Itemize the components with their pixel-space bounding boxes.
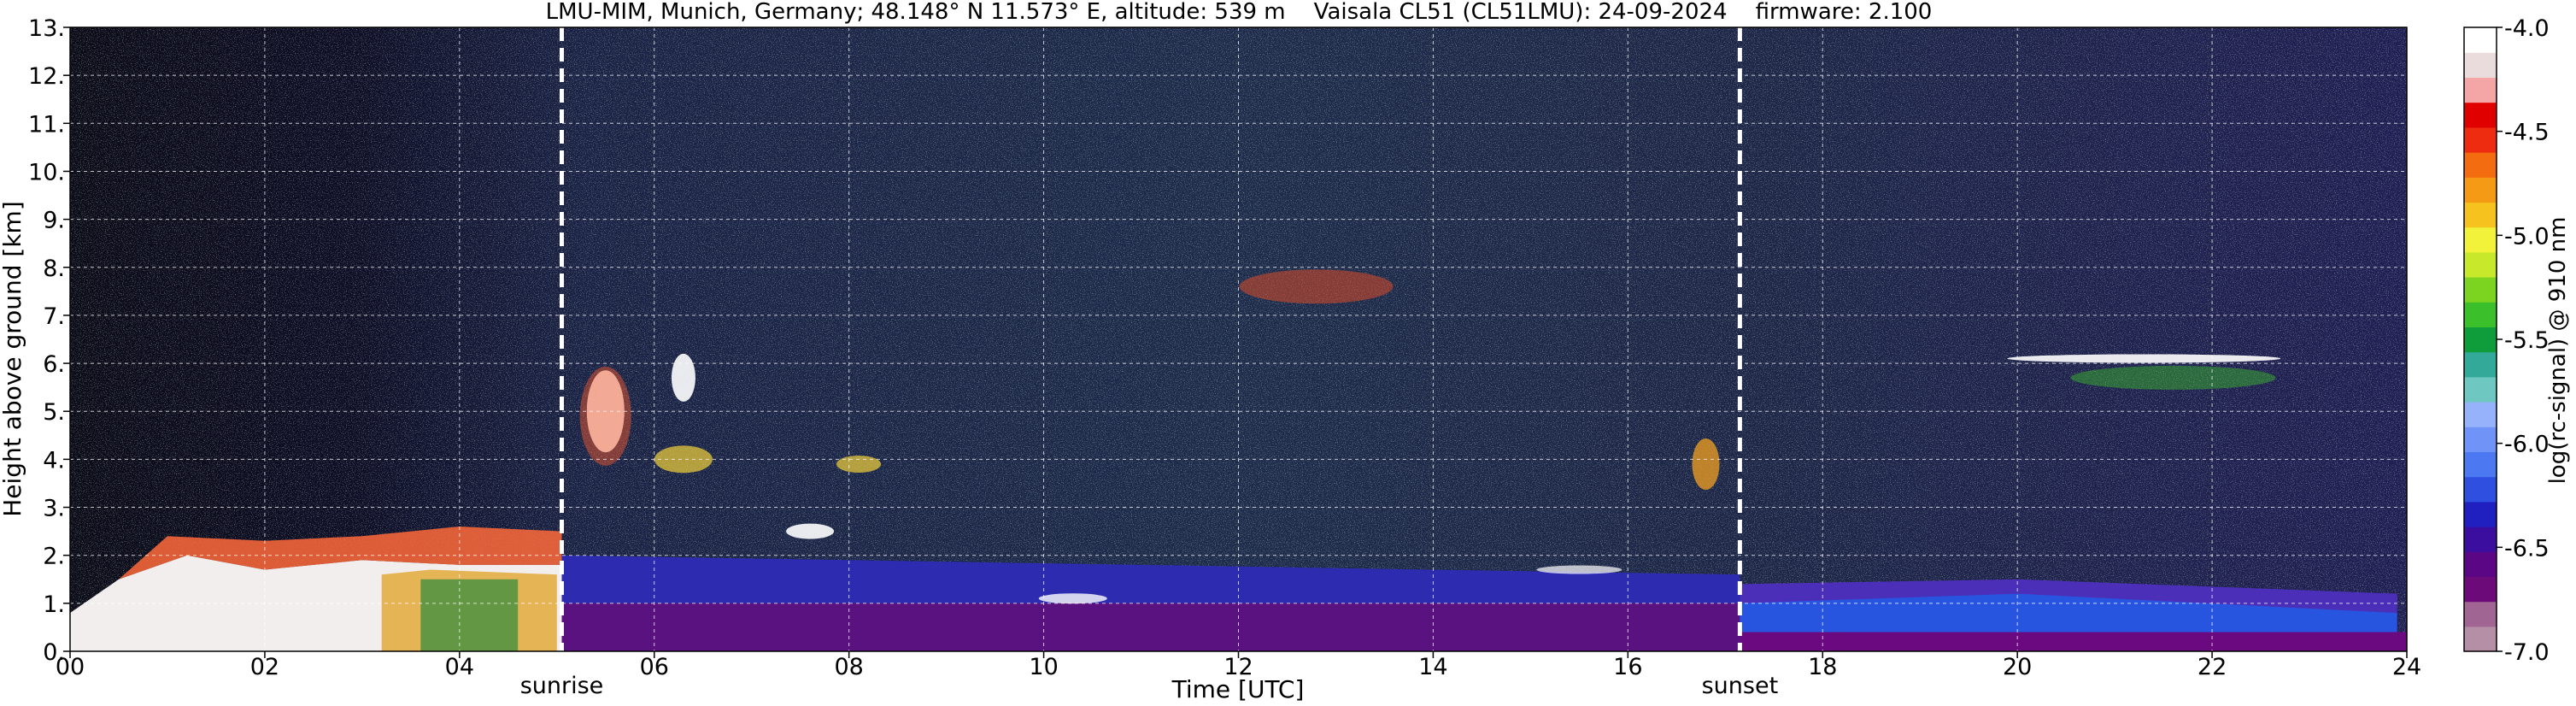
colorbar-segment <box>2464 501 2497 527</box>
colorbar-tick-label: -4.5 <box>2504 120 2550 146</box>
colorbar-segment <box>2464 626 2497 652</box>
y-tick-label: 5. <box>43 399 65 426</box>
night-layer-base <box>1740 632 2407 651</box>
y-tick-label: 2. <box>43 544 65 570</box>
marker-label-sunrise: sunrise <box>520 673 604 699</box>
cloud-patch-2 <box>671 353 695 402</box>
colorbar-segment <box>2464 277 2497 303</box>
x-tick-label: 10 <box>1029 654 1058 680</box>
colorbar-segment <box>2464 126 2497 153</box>
colorbar-tick-label: -6.5 <box>2504 535 2550 562</box>
colorbar-tick-label: -6.0 <box>2504 432 2550 458</box>
y-tick-label: 10. <box>28 159 65 185</box>
colorbar-segment <box>2464 551 2497 577</box>
x-tick-label: 24 <box>2392 654 2421 680</box>
cloud-patch-5 <box>786 523 835 539</box>
y-tick-label: 9. <box>43 208 65 234</box>
marker-label-sunset: sunset <box>1702 673 1779 699</box>
y-tick-label: 13. <box>28 15 65 42</box>
colorbar-tick-label: -5.5 <box>2504 327 2550 354</box>
y-axis-label: Height above ground [km] <box>0 201 26 517</box>
colorbar-segment <box>2464 177 2497 203</box>
colorbar-segment <box>2464 451 2497 478</box>
colorbar-segment <box>2464 202 2497 228</box>
colorbar-segment <box>2464 351 2497 378</box>
x-tick-label: 14 <box>1418 654 1447 680</box>
y-tick-label: 3. <box>43 496 65 522</box>
x-tick-label: 18 <box>1808 654 1837 680</box>
y-tick-label: 11. <box>28 111 65 138</box>
cloud-patch-1-edge <box>579 366 631 466</box>
x-tick-label: 16 <box>1613 654 1642 680</box>
colorbar-segment <box>2464 576 2497 603</box>
y-tick-label: 0. <box>43 639 65 666</box>
x-tick-label: 06 <box>640 654 669 680</box>
cloud-patch-3 <box>654 445 713 474</box>
colorbar-tick-label: -5.0 <box>2504 223 2550 250</box>
y-tick-label: 12. <box>28 63 65 90</box>
x-tick-label: 04 <box>445 654 474 680</box>
colorbar-segment <box>2464 102 2497 128</box>
colorbar-segment <box>2464 152 2497 178</box>
morning-cloud-band <box>420 579 519 651</box>
x-tick-label: 00 <box>56 654 85 680</box>
cloud-patch-4 <box>836 456 882 473</box>
colorbar-segment <box>2464 427 2497 452</box>
colorbar-segment <box>2464 77 2497 103</box>
x-tick-label: 20 <box>2003 654 2032 680</box>
colorbar-tick-label: -4.0 <box>2504 15 2550 42</box>
colorbar-segment <box>2464 251 2497 278</box>
x-axis-label: Time [UTC] <box>1171 675 1305 703</box>
x-axis-ticks: 00 02 04 06 08 10 12 14 16 18 20 22 24 <box>56 651 2421 680</box>
colorbar-segment <box>2464 376 2497 403</box>
y-tick-label: 8. <box>43 256 65 282</box>
high-cloud-fringe <box>2070 365 2276 390</box>
sun-markers: sunrise sunset <box>520 27 1778 699</box>
y-tick-label: 7. <box>43 303 65 330</box>
x-tick-label: 08 <box>834 654 863 680</box>
x-tick-label: 22 <box>2198 654 2227 680</box>
colorbar-segment <box>2464 476 2497 503</box>
colorbar-segment <box>2464 27 2497 53</box>
low-cloud-top-1 <box>1038 593 1107 604</box>
y-tick-label: 6. <box>43 351 65 378</box>
colorbar: -4.0 -4.5 -5.0 -5.5 -6.0 -6.5 -7.0 <box>2463 15 2550 666</box>
colorbar-segment <box>2464 327 2497 353</box>
x-tick-label: 02 <box>250 654 279 680</box>
chart-title: LMU-MIM, Munich, Germany; 48.148° N 11.5… <box>546 0 1933 25</box>
boundary-layer-base <box>561 603 1740 651</box>
y-tick-label: 4. <box>43 447 65 474</box>
colorbar-tick-label: -7.0 <box>2504 639 2550 666</box>
colorbar-label: log(rc-signal) @ 910 nm <box>2545 217 2571 485</box>
cirrus-layer <box>1239 269 1394 304</box>
high-cloud-line <box>2007 354 2281 363</box>
colorbar-segment <box>2464 227 2497 253</box>
colorbar-segment <box>2464 601 2497 627</box>
colorbar-segment <box>2464 302 2497 327</box>
x-tick-label: 12 <box>1223 654 1253 680</box>
cloud-patch-6 <box>1692 438 1720 490</box>
colorbar-segment <box>2464 52 2497 78</box>
colorbar-segment <box>2464 527 2497 552</box>
plot-area <box>70 27 2407 651</box>
colorbar-segment <box>2464 402 2497 427</box>
morning-cloud-edge <box>119 527 562 580</box>
low-cloud-top-2 <box>1536 565 1622 574</box>
y-tick-label: 1. <box>43 591 65 618</box>
y-axis-ticks: 0. 1. 2. 3. 4. 5. 6. 7. 8. 9. 10. 11. 12. 13. <box>28 15 70 666</box>
